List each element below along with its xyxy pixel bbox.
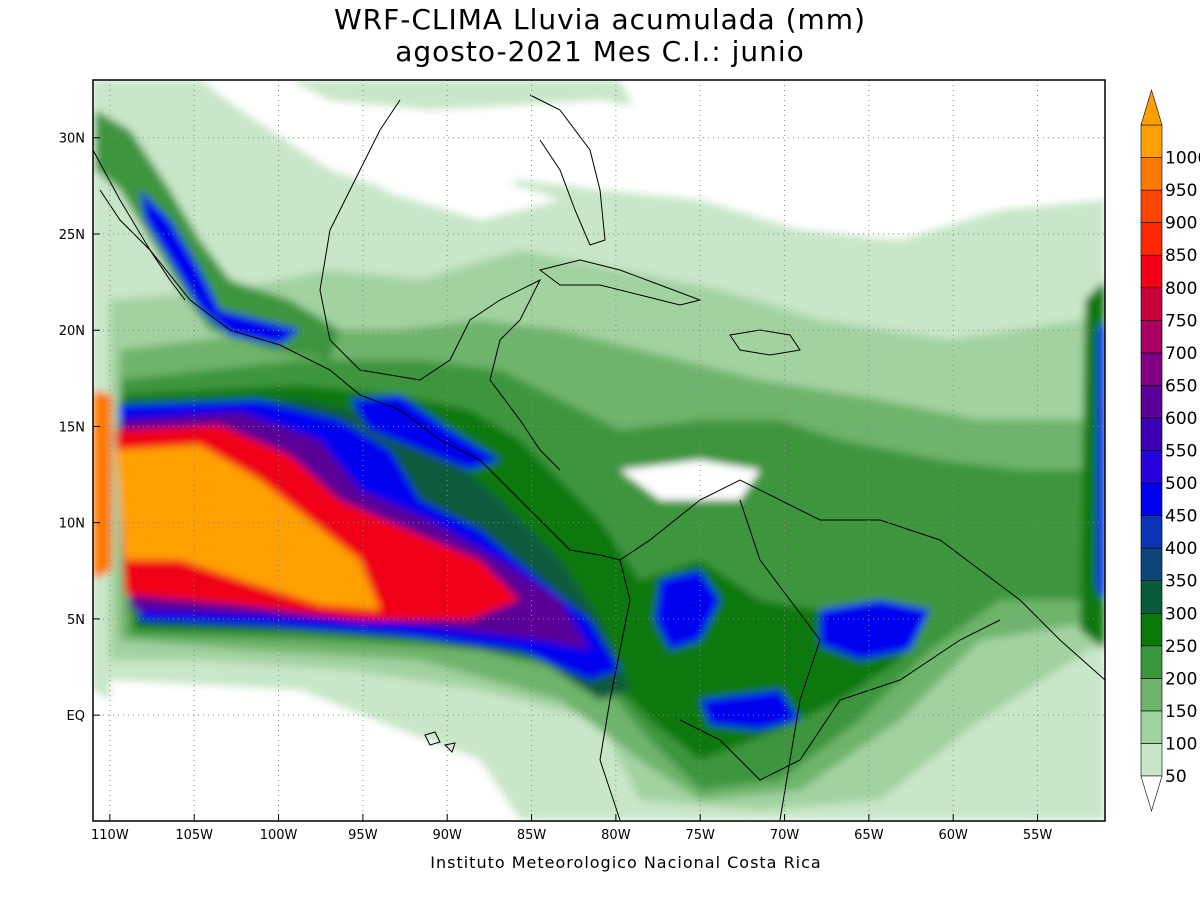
colorbar-label: 200 xyxy=(1165,669,1197,689)
colorbar-swatch xyxy=(1140,645,1163,679)
colorbar-label: 350 xyxy=(1165,572,1197,592)
coastline-south-america-pacific xyxy=(599,559,631,821)
rain-level-50-north xyxy=(290,80,660,110)
colorbar-label: 500 xyxy=(1165,474,1197,494)
coast-hispaniola xyxy=(729,329,801,356)
colorbar-min-arrow xyxy=(1140,775,1163,813)
lon-tick-label: 75W xyxy=(685,828,715,843)
lon-tick-label: 55W xyxy=(1023,828,1053,843)
lon-tick-label: 90W xyxy=(432,828,462,843)
colorbar-swatch xyxy=(1140,482,1163,516)
colorbar-label: 50 xyxy=(1165,767,1187,787)
border-south xyxy=(679,619,1001,781)
lon-tick-label: 85W xyxy=(517,828,547,843)
colorbar-label: 600 xyxy=(1165,409,1197,429)
lon-tick-label: 95W xyxy=(348,828,378,843)
coastline-florida xyxy=(529,94,606,246)
lat-tick-label: 20N xyxy=(59,324,85,339)
rain-edge-west xyxy=(93,390,112,580)
colorbar-max-arrow xyxy=(1140,88,1163,126)
colorbar-label: 100 xyxy=(1165,734,1197,754)
map-gridlines xyxy=(93,80,1105,821)
coast-galapagos xyxy=(424,731,456,753)
map-frame xyxy=(92,79,1106,822)
lon-tick-label: 105W xyxy=(175,828,213,843)
dry-patch-caribbean xyxy=(620,460,760,500)
colorbar-swatch xyxy=(1140,417,1163,451)
lat-tick-label: 30N xyxy=(59,132,85,147)
colorbar-label: 800 xyxy=(1165,279,1197,299)
coastline-gulf-of-mexico xyxy=(319,99,561,471)
colorbar-swatch xyxy=(1140,254,1163,289)
colorbar-swatch xyxy=(1140,385,1163,419)
colorbar-swatch xyxy=(1140,515,1163,549)
chart-title-line-1: WRF-CLIMA Lluvia acumulada (mm) xyxy=(334,3,866,36)
lon-tick-label: 80W xyxy=(601,828,631,843)
rain-hotspot-colombia xyxy=(655,570,720,650)
lon-tick-label: 100W xyxy=(260,828,298,843)
credit-text: Instituto Meteorologico Nacional Costa R… xyxy=(430,853,822,872)
lon-tick-label: 60W xyxy=(938,828,968,843)
lat-tick-label: EQ xyxy=(67,709,85,724)
colorbar-swatch xyxy=(1140,580,1163,614)
colorbar-swatch xyxy=(1140,222,1163,256)
colorbar-swatch xyxy=(1140,678,1163,712)
colorbar-label: 750 xyxy=(1165,311,1197,331)
colorbar-label: 400 xyxy=(1165,539,1197,559)
lat-tick-label: 10N xyxy=(59,517,85,532)
colorbar-label: 250 xyxy=(1165,637,1197,657)
colorbar-swatch xyxy=(1140,352,1163,386)
coastlines xyxy=(93,94,1105,821)
colorbar-label: 850 xyxy=(1165,246,1197,266)
colorbar-label: 300 xyxy=(1165,604,1197,624)
lon-tick-label: 70W xyxy=(770,828,800,843)
latitude-axis: 30N 25N 20N 15N 10N 5N EQ xyxy=(59,132,100,724)
colorbar-swatch xyxy=(1140,743,1163,777)
coastline-baja xyxy=(99,189,186,301)
rain-band-mexico xyxy=(95,110,340,360)
colorbar-label: 1000 xyxy=(1165,149,1200,169)
colorbar-swatch xyxy=(1140,287,1163,321)
colorbar-swatch xyxy=(1140,710,1163,744)
coastline-south-america-north xyxy=(619,479,1105,681)
colorbar-label: 150 xyxy=(1165,702,1197,722)
colorbar-swatch xyxy=(1140,547,1163,582)
rain-hotspot-venezuela xyxy=(820,600,930,660)
coastline-north-america xyxy=(93,149,621,561)
colorbar-label: 700 xyxy=(1165,344,1197,364)
rain-edge-east-core xyxy=(1097,320,1105,600)
colorbar-label: 550 xyxy=(1165,442,1197,462)
colorbar-swatch xyxy=(1140,189,1163,223)
colorbar-swatch xyxy=(1140,124,1163,158)
rain-band-mexico-core xyxy=(140,190,300,345)
colorbar-swatch xyxy=(1140,612,1163,647)
coast-cuba xyxy=(538,259,702,306)
colorbar-swatch xyxy=(1140,319,1163,354)
dry-patch-pacific xyxy=(110,680,520,820)
lat-tick-label: 15N xyxy=(59,420,85,435)
dry-patch-gulf xyxy=(380,180,560,220)
precipitation-field xyxy=(93,80,1105,820)
colorbar-label: 950 xyxy=(1165,181,1197,201)
colorbar-label: 900 xyxy=(1165,214,1197,234)
lon-tick-label: 110W xyxy=(91,828,129,843)
colorbar: 50 100 150 200 250 300 350 400 450 500 550 600 650 70… xyxy=(1140,88,1200,813)
rain-level-1000 xyxy=(115,445,380,610)
rain-hotspot-amazon xyxy=(700,690,800,730)
colorbar-swatch xyxy=(1140,450,1163,484)
lat-tick-label: 25N xyxy=(59,228,85,243)
longitude-axis: 110W 105W 100W 95W 90W 85W 80W 75W 70W 65W 60W 55W xyxy=(91,814,1052,843)
colorbar-label: 650 xyxy=(1165,376,1197,396)
lon-tick-label: 65W xyxy=(854,828,884,843)
dry-patch-atlantic xyxy=(620,80,1080,190)
chart-title-line-2: agosto-2021 Mes C.I.: junio xyxy=(395,35,805,68)
lat-tick-label: 5N xyxy=(67,613,85,628)
map-area xyxy=(93,80,1105,821)
border-colombia-venezuela xyxy=(739,499,821,821)
colorbar-swatch xyxy=(1140,157,1163,191)
colorbar-label: 450 xyxy=(1165,507,1197,527)
